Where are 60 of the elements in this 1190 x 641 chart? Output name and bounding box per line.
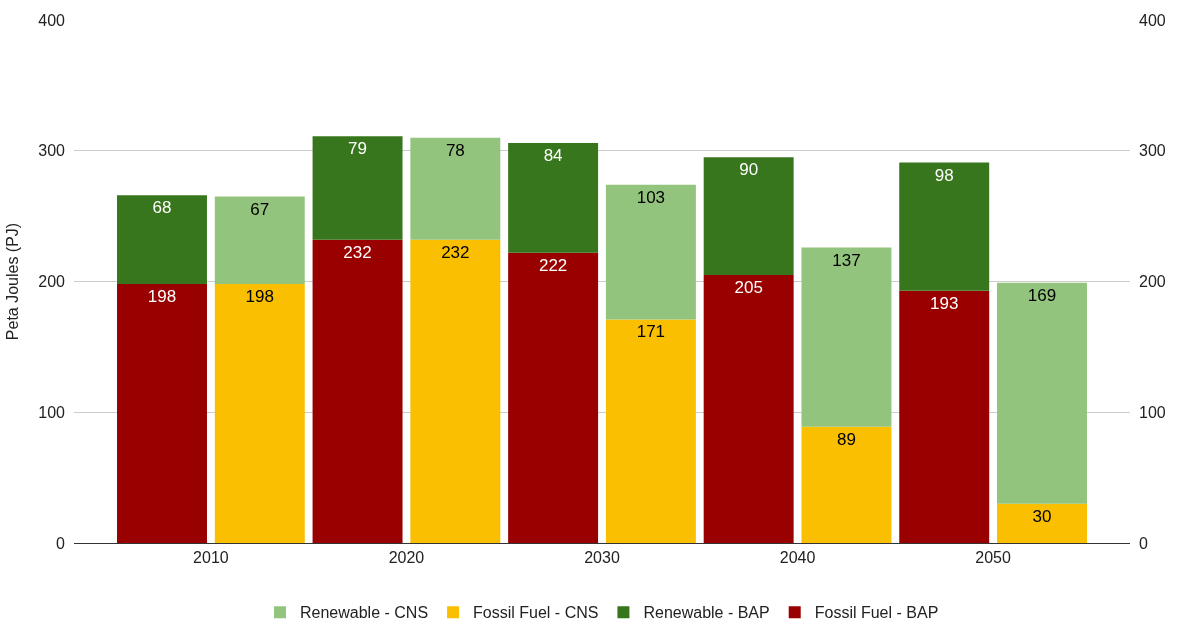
y2-tick-label: 300 — [1139, 142, 1166, 160]
legend-label: Renewable - BAP — [643, 604, 770, 622]
data-label: 67 — [250, 199, 270, 219]
bar — [117, 195, 207, 285]
legend-label: Fossil Fuel - CNS — [473, 604, 599, 622]
data-label: 205 — [734, 277, 763, 297]
y-tick-label: 0 — [56, 534, 66, 552]
bar — [605, 319, 696, 543]
bar — [997, 282, 1087, 504]
data-label: 103 — [636, 187, 666, 207]
x-tick-label: 2050 — [975, 549, 1012, 567]
bar — [214, 284, 305, 543]
bar — [605, 184, 696, 320]
y2-tick-label: 200 — [1139, 273, 1166, 291]
data-label: 90 — [739, 160, 759, 180]
bar — [410, 239, 501, 543]
bar — [312, 136, 403, 240]
bar — [899, 290, 990, 543]
legend-label: Renewable - CNS — [300, 604, 429, 622]
bar — [508, 142, 599, 253]
data-label: 169 — [1027, 285, 1057, 305]
data-label: 68 — [152, 198, 172, 218]
bar — [410, 137, 501, 240]
data-label: 78 — [445, 140, 465, 160]
bar — [508, 252, 599, 543]
x-tick-label: 2040 — [779, 549, 816, 567]
data-label: 89 — [836, 429, 856, 449]
x-tick-label: 2030 — [584, 549, 620, 567]
data-label: 79 — [348, 139, 368, 159]
data-label: 137 — [832, 250, 861, 270]
bar — [801, 426, 892, 543]
data-label: 198 — [245, 287, 274, 307]
y2-tick-label: 0 — [1139, 534, 1148, 552]
bar — [312, 239, 403, 543]
y-tick-label: 400 — [38, 11, 66, 29]
y-axis-title: Peta Joules (PJ) — [4, 222, 22, 341]
y2-tick-label: 100 — [1139, 403, 1166, 421]
bar — [703, 274, 794, 543]
bar — [117, 284, 207, 543]
x-tick-label: 2010 — [193, 549, 229, 567]
data-label: 232 — [441, 242, 470, 262]
bar — [214, 196, 305, 285]
data-label: 232 — [343, 242, 372, 262]
data-label: 171 — [636, 322, 666, 342]
bar — [801, 247, 892, 427]
data-label: 198 — [147, 287, 177, 307]
y-tick-label: 300 — [38, 142, 66, 160]
x-tick-label: 2020 — [388, 549, 425, 567]
y2-tick-label: 400 — [1139, 11, 1166, 29]
bar — [703, 157, 794, 275]
data-label: 193 — [930, 293, 959, 313]
data-label: 84 — [543, 145, 563, 165]
data-label: 30 — [1032, 506, 1052, 526]
legend-label: Fossil Fuel - BAP — [814, 604, 939, 622]
data-label: 98 — [934, 165, 954, 185]
y-tick-label: 100 — [38, 403, 66, 421]
bar — [899, 162, 990, 291]
y-tick-label: 200 — [38, 273, 66, 291]
data-label: 222 — [538, 255, 568, 275]
bar — [997, 503, 1087, 543]
